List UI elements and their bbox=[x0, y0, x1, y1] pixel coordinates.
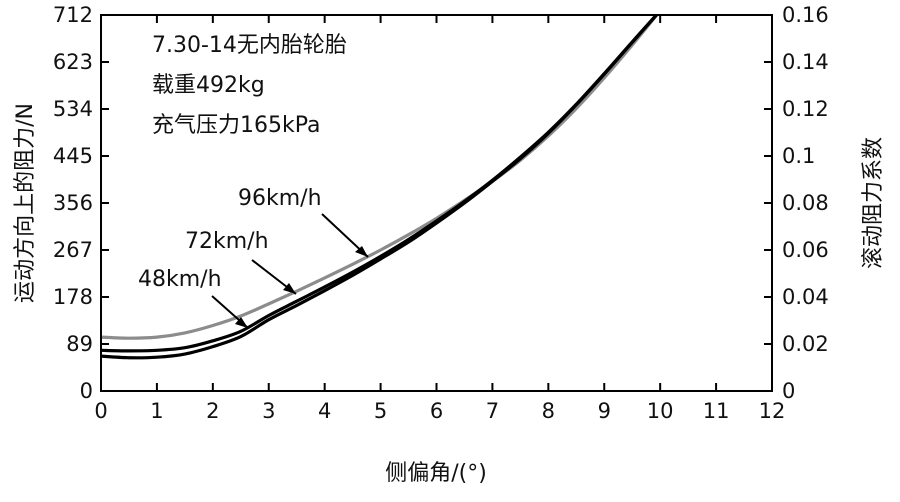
x-axis-title: 侧偏角/(°) bbox=[385, 461, 487, 486]
y-right-tick-label: 0.02 bbox=[782, 332, 829, 356]
plot-frame bbox=[100, 14, 773, 392]
x-tick-label: 6 bbox=[430, 399, 443, 423]
series-layer bbox=[101, 15, 659, 360]
info-line-load: 载重492kg bbox=[152, 73, 265, 98]
x-tick-label: 1 bbox=[150, 399, 163, 423]
x-tick-label: 0 bbox=[94, 399, 107, 423]
y-left-tick-label: 178 bbox=[53, 285, 93, 309]
annotation-72kmh: 72km/h bbox=[185, 229, 269, 254]
annotation-96kmh: 96km/h bbox=[238, 186, 322, 211]
y-right-tick-label: 0.1 bbox=[782, 144, 815, 168]
y-right-axis-title: 滚动阻力系数 bbox=[861, 137, 886, 269]
x-tick-label: 8 bbox=[542, 399, 555, 423]
y-right-tick-label: 0.16 bbox=[782, 3, 829, 27]
x-tick-label: 9 bbox=[598, 399, 611, 423]
y-left-tick-label: 534 bbox=[53, 97, 93, 121]
ticks-layer bbox=[100, 14, 773, 392]
x-tick-label: 5 bbox=[374, 399, 387, 423]
y-left-tick-label: 0 bbox=[80, 379, 93, 403]
y-left-tick-label: 623 bbox=[53, 50, 93, 74]
x-tick-label: 4 bbox=[318, 399, 331, 423]
series-line-48km-h bbox=[101, 15, 659, 360]
x-tick-label: 2 bbox=[206, 399, 219, 423]
y-right-tick-label: 0.04 bbox=[782, 285, 829, 309]
y-left-tick-label: 89 bbox=[66, 332, 93, 356]
annotation-48kmh: 48km/h bbox=[138, 267, 222, 292]
y-left-axis-title: 运动方向上的阻力/N bbox=[13, 103, 38, 303]
annotation-72kmh-arrowhead bbox=[283, 283, 296, 294]
annotation-48kmh-arrowhead bbox=[235, 317, 248, 328]
info-line-pressure: 充气压力165kPa bbox=[152, 113, 321, 138]
y-left-tick-label: 267 bbox=[53, 238, 93, 262]
annotation-96kmh-arrowhead bbox=[355, 246, 368, 257]
annotation-layer: 96km/h 72km/h 48km/h bbox=[138, 186, 369, 329]
y-left-tick-label: 445 bbox=[53, 144, 93, 168]
y-right-tick-label: 0.08 bbox=[782, 191, 829, 215]
x-tick-label: 11 bbox=[703, 399, 730, 423]
y-right-tick-label: 0.12 bbox=[782, 97, 829, 121]
x-tick-label: 12 bbox=[759, 399, 786, 423]
y-right-tick-label: 0 bbox=[782, 379, 795, 403]
x-tick-label: 10 bbox=[647, 399, 674, 423]
series-line-72km-h bbox=[101, 15, 659, 353]
y-right-tick-label: 0.06 bbox=[782, 238, 829, 262]
y-right-tick-label: 0.14 bbox=[782, 50, 829, 74]
y-left-tick-label: 356 bbox=[53, 191, 93, 215]
y-left-tick-label: 712 bbox=[53, 3, 93, 27]
labels-layer: 0 1 2 3 4 5 6 7 8 9 10 11 12089178267356445534623712… bbox=[53, 3, 829, 423]
series-line-96km-h bbox=[101, 15, 659, 340]
x-tick-label: 3 bbox=[262, 399, 275, 423]
info-line-tire: 7.30-14无内胎轮胎 bbox=[152, 33, 347, 58]
x-tick-label: 7 bbox=[486, 399, 499, 423]
